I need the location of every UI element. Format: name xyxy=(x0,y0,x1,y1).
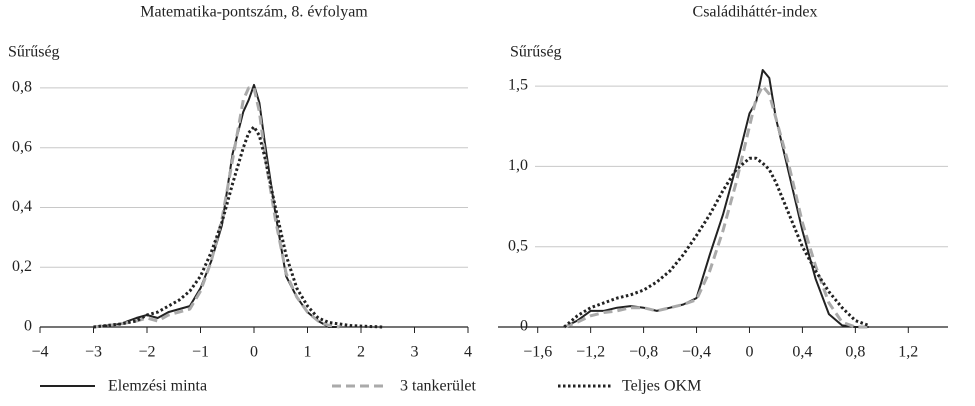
y-tick-label: 1,5 xyxy=(508,77,528,94)
x-tick-label: 0 xyxy=(745,344,753,361)
density-line xyxy=(563,84,869,329)
y-tick-label: 0,2 xyxy=(12,258,32,275)
x-tick-label: −2 xyxy=(138,344,155,361)
chart-title: Matematika-pontszám, 8. évfolyam xyxy=(140,4,368,21)
x-tick-label: 3 xyxy=(411,344,419,361)
density-line xyxy=(93,83,340,328)
x-tick-label: −1,6 xyxy=(523,344,552,361)
x-tick-label: 0,4 xyxy=(792,344,812,361)
x-tick-label: −0,8 xyxy=(629,344,658,361)
y-tick-label: 1,0 xyxy=(508,157,528,174)
x-tick-label: −1 xyxy=(192,344,209,361)
x-tick-label: 0,8 xyxy=(845,344,865,361)
y-axis-label: Sűrűség xyxy=(510,44,562,61)
x-tick-label: 4 xyxy=(464,344,472,361)
x-tick-label: 1 xyxy=(304,344,312,361)
density-line xyxy=(93,125,383,329)
legend-label: Elemzési minta xyxy=(108,378,207,395)
legend-label: 3 tankerület xyxy=(400,378,477,395)
y-tick-label: 0,5 xyxy=(508,237,528,254)
x-tick-label: −3 xyxy=(85,344,102,361)
legend-label: Teljes OKM xyxy=(622,378,701,395)
x-tick-label: 0 xyxy=(250,344,258,361)
y-tick-label: 0,6 xyxy=(12,138,32,155)
chart-title: Családiháttér-index xyxy=(693,4,818,21)
density-line xyxy=(563,69,869,328)
y-tick-label: 0 xyxy=(520,318,528,335)
x-tick-label: −1,2 xyxy=(576,344,605,361)
y-tick-label: 0,4 xyxy=(12,198,32,215)
x-tick-label: 2 xyxy=(357,344,365,361)
y-tick-label: 0,8 xyxy=(12,79,32,96)
density-line xyxy=(563,156,870,329)
x-tick-label: −0,4 xyxy=(682,344,711,361)
y-axis-label: Sűrűség xyxy=(8,44,60,61)
density-line xyxy=(93,86,340,329)
x-tick-label: 1,2 xyxy=(898,344,918,361)
y-tick-label: 0 xyxy=(24,318,32,335)
x-tick-label: −4 xyxy=(31,344,48,361)
